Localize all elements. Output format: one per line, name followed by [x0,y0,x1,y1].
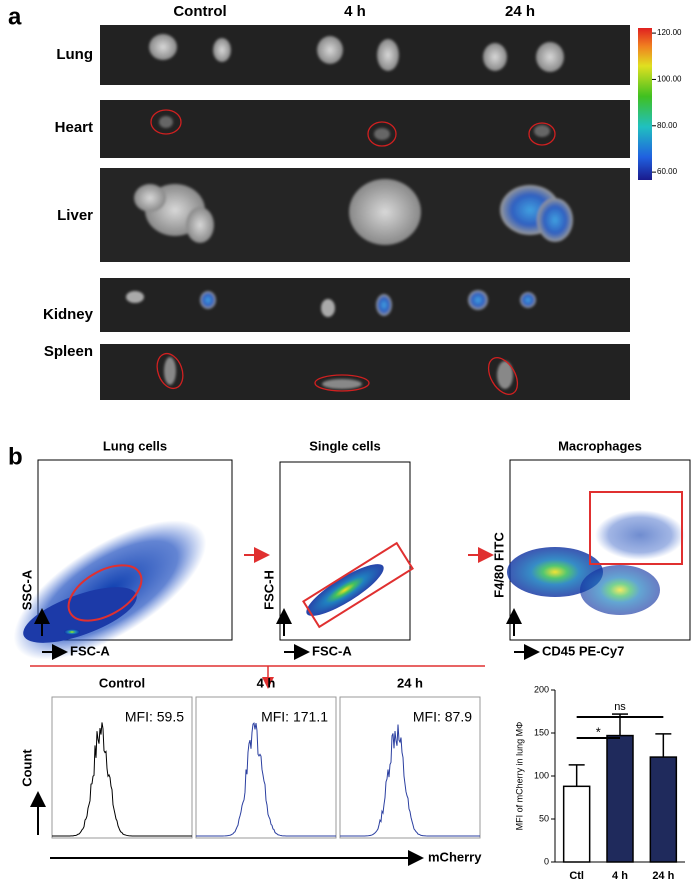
x-tick-label: 24 h [652,870,674,882]
y-tick-label: 50 [539,813,549,823]
histogram-frames [30,665,485,866]
axis-label: FSC-A [70,643,110,658]
bar [606,734,634,863]
y-tick-label: 150 [534,727,549,737]
colorbar-tick-label: 100.00 [657,75,682,84]
mfi-label: MFI: 87.9 [413,709,472,725]
y-tick-label: 0 [544,856,549,866]
row-label: Spleen [44,343,93,360]
gating-plots [13,459,691,660]
y-tick-label: 200 [534,684,549,694]
plot-title: Single cells [309,438,381,453]
histogram-title: 4 h [257,675,276,690]
row-label: Kidney [43,306,94,323]
column-header: 4 h [344,3,366,20]
colorbar-tick-label: 120.00 [657,28,682,37]
axis-label: CD45 PE-Cy7 [542,643,624,658]
histogram-title: 24 h [397,675,423,690]
bar [649,756,678,863]
significance-label: * [596,724,601,739]
histogram-trace [340,724,480,837]
axis-label: SSC-A [19,569,34,610]
row-label: Heart [55,119,93,136]
axis-label: FSC-H [261,570,276,610]
bar [562,785,591,863]
column-header: 24 h [505,3,535,20]
row-label: Lung [56,46,93,63]
colorbar [638,28,652,180]
axis-label: Count [19,749,34,787]
histogram-trace [52,722,192,837]
axis-label: FSC-A [312,643,352,658]
organ-images [100,25,630,400]
histogram-title: Control [99,675,145,690]
axis-label: mCherry [428,849,482,864]
column-header: Control [173,3,226,20]
axis-label: F4/80 FITC [491,532,506,598]
axis-label: MFI of mCherry in lung MΦ [514,722,524,831]
x-tick-label: Ctl [569,870,584,882]
bar-chart: MFI of mCherry in lung MΦ 0 50 100 150 200 Ct… [514,684,685,882]
row-label: Liver [57,207,93,224]
plot-title: Macrophages [558,438,642,453]
panel-label: a [8,3,22,30]
histogram-trace [196,722,336,837]
mfi-label: MFI: 171.1 [261,709,328,725]
panel-label: b [8,443,23,470]
colorbar-tick-label: 60.00 [657,167,678,176]
significance-label: ns [614,701,626,713]
y-tick-label: 100 [534,770,549,780]
x-tick-label: 4 h [612,870,628,882]
plot-title: Lung cells [103,438,167,453]
colorbar-tick-label: 80.00 [657,121,678,130]
mfi-label: MFI: 59.5 [125,709,184,725]
